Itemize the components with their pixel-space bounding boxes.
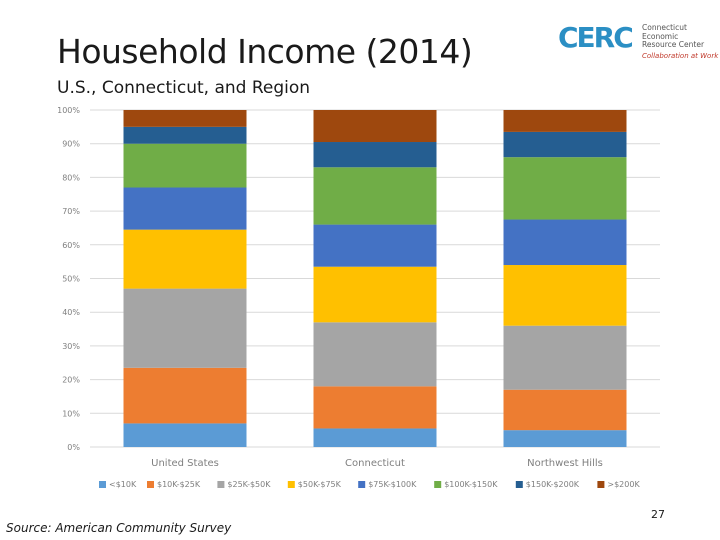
legend-swatch xyxy=(358,481,366,488)
legend-swatch xyxy=(147,481,154,488)
bar-segment xyxy=(123,229,247,289)
y-tick-label: 50% xyxy=(62,275,80,284)
bar-segment xyxy=(313,386,437,429)
y-tick-label: 80% xyxy=(62,173,80,182)
legend-swatch xyxy=(597,481,605,488)
legend-label: $75K-$100K xyxy=(368,480,417,489)
page-number: 27 xyxy=(651,508,665,521)
legend-swatch xyxy=(217,481,225,488)
y-tick-label: 30% xyxy=(62,342,80,351)
bar-segment xyxy=(313,142,437,168)
bar-segment xyxy=(503,325,627,390)
cerc-logo: CERC Connecticut Economic Resource Cente… xyxy=(558,21,718,68)
y-tick-label: 100% xyxy=(57,106,80,115)
y-tick-label: 90% xyxy=(62,140,80,149)
bar-segment xyxy=(503,110,627,132)
logo-name: Connecticut Economic Resource Center xyxy=(642,23,712,50)
x-tick-label: Connecticut xyxy=(345,458,405,469)
slide-subtitle: U.S., Connecticut, and Region xyxy=(57,78,311,98)
logo-name-line3: Resource Center xyxy=(642,40,705,49)
stacked-bar-chart: 0% 10% 20% 30% 40% 50% 60% 70% 80% 90% 100% United … xyxy=(57,106,660,489)
x-tick-label: Northwest Hills xyxy=(527,458,603,469)
bar-segment xyxy=(313,224,437,267)
y-tick-label: 70% xyxy=(62,207,80,216)
legend-swatch xyxy=(287,481,295,488)
bar-segment xyxy=(313,428,437,447)
legend-swatch xyxy=(515,481,523,488)
bar-segment xyxy=(123,143,247,188)
bar-segment xyxy=(503,389,627,431)
legend-label: $50K-$75K xyxy=(298,480,342,489)
legend-label: $100K-$150K xyxy=(444,480,498,489)
legend-swatch xyxy=(99,481,106,488)
legend-label: $150K-$200K xyxy=(526,480,580,489)
logo-tagline: Collaboration at Work xyxy=(642,52,719,60)
source-note: Source: American Community Survey xyxy=(6,521,232,535)
logo-name-line1: Connecticut xyxy=(642,23,687,32)
legend-label: <$10K xyxy=(109,480,137,489)
y-tick-label: 60% xyxy=(62,241,80,250)
bar-segment xyxy=(313,167,437,225)
legend-label: $10K-$25K xyxy=(157,480,201,489)
slide-title: Household Income (2014) xyxy=(57,32,473,71)
bar-segment xyxy=(313,266,437,323)
logo-name-line2: Economic xyxy=(642,31,679,41)
bar-segment xyxy=(503,131,627,158)
bar-segment xyxy=(123,126,247,144)
bar-segment xyxy=(503,430,627,447)
bar-segment xyxy=(503,157,627,220)
y-tick-label: 20% xyxy=(62,376,80,385)
legend-label: $25K-$50K xyxy=(227,480,271,489)
bar-segment xyxy=(503,265,627,326)
legend-label: >$200K xyxy=(607,480,640,489)
bar-segment xyxy=(123,288,247,368)
bar-segment xyxy=(123,423,247,447)
bar-segment xyxy=(503,219,627,266)
legend-swatch xyxy=(434,481,442,488)
y-tick-label: 10% xyxy=(62,409,80,418)
logo-mark: CERC xyxy=(558,21,634,54)
bar-segment xyxy=(313,110,437,143)
bar-segment xyxy=(123,367,247,424)
y-tick-label: 0% xyxy=(67,443,80,452)
x-tick-label: United States xyxy=(151,458,219,469)
y-tick-label: 40% xyxy=(62,308,80,317)
bar-segment xyxy=(313,322,437,387)
bar-segment xyxy=(123,110,247,127)
bar-segment xyxy=(123,187,247,230)
